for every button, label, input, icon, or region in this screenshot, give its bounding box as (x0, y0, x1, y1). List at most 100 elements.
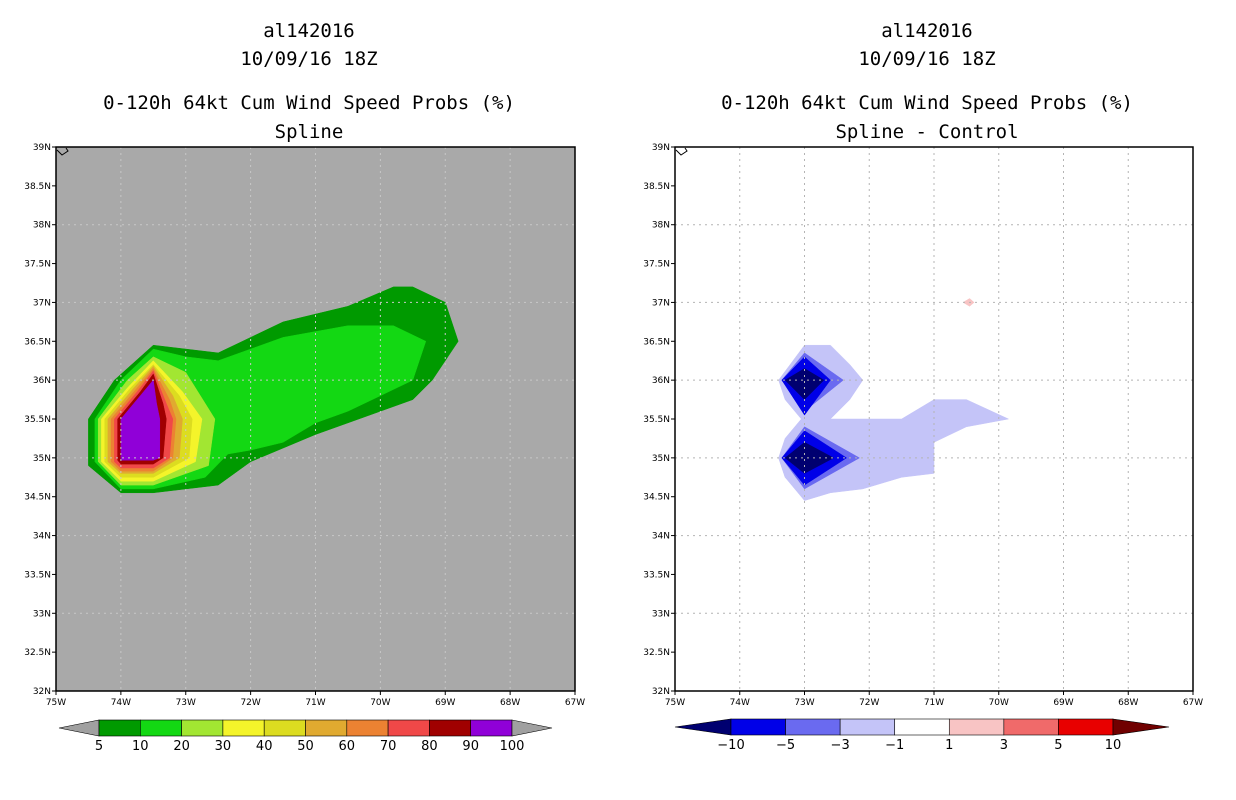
x-tick-label: 73W (176, 698, 196, 708)
y-tick-label: 35N (652, 454, 670, 464)
colorbar-label: 80 (421, 739, 438, 754)
colorbar: 5 10 20 30 40 50 60 70 80 90 100 (58, 719, 553, 754)
axis-layer: 75W 74W 73W 72W 71W 70W 69W 68W 67W 32N 32.5N 33N 33… (24, 143, 585, 708)
left-date-time: 10/09/16 18Z (240, 48, 378, 70)
colorbar-swatch (470, 719, 513, 737)
right-chart-title: 0-120h 64kt Cum Wind Speed Probs (%) (721, 92, 1133, 114)
colorbar-label: 60 (339, 739, 356, 754)
contour-layer (88, 286, 459, 494)
colorbar-swatch (98, 719, 141, 737)
colorbar-swatch (1058, 718, 1114, 736)
colorbar-swatch (305, 719, 348, 737)
x-tick-label: 70W (989, 698, 1009, 708)
left-map-panel: al142016 10/09/16 18Z 0-120h 64kt Cum Wi… (24, 20, 585, 754)
grid-layer (675, 147, 1193, 691)
colorbar-label: 30 (215, 739, 232, 754)
x-tick-label: 68W (500, 698, 520, 708)
y-tick-label: 35.5N (643, 415, 670, 425)
colorbar-swatch (785, 718, 841, 736)
y-tick-label: 33N (33, 609, 51, 619)
left-chart-subtitle: Spline (274, 121, 344, 143)
coastline (675, 147, 688, 156)
right-storm-id: al142016 (881, 20, 973, 42)
colorbar-label: 10 (1105, 738, 1122, 753)
contour-layer (778, 298, 1010, 501)
colorbar-label: 50 (297, 739, 314, 754)
y-tick-label: 33.5N (24, 570, 51, 580)
x-tick-label: 69W (435, 698, 455, 708)
x-tick-label: 75W (46, 698, 66, 708)
colorbar-label: −3 (831, 738, 850, 753)
colorbar-label: 100 (500, 739, 525, 754)
colorbar-label: 3 (1000, 738, 1008, 753)
y-tick-label: 38N (652, 221, 670, 231)
right-chart-subtitle: Spline - Control (835, 121, 1019, 143)
right-difference-map: 75W 74W 73W 72W 71W 70W 69W 68W 67W32N32.5N33N33… (643, 143, 1203, 753)
y-tick-label: 37.5N (24, 260, 51, 270)
x-tick-label: 71W (924, 698, 944, 708)
coastline (56, 147, 69, 156)
colorbar-swatch (839, 718, 896, 736)
y-tick-label: 39N (652, 143, 670, 153)
y-tick-label: 32N (652, 687, 670, 697)
x-tick-label: 71W (305, 698, 325, 708)
x-tick-label: 68W (1118, 698, 1138, 708)
colorbar-swatch (263, 719, 306, 737)
colorbar-swatch (1003, 718, 1059, 736)
y-tick-label: 35N (33, 454, 51, 464)
x-tick-label: 75W (665, 698, 685, 708)
y-tick-label: 32N (33, 687, 51, 697)
colorbar-label: 40 (256, 739, 273, 754)
y-tick-label: 33N (652, 609, 670, 619)
colorbar-label: −1 (885, 738, 904, 753)
axis-layer: 75W 74W 73W 72W 71W 70W 69W 68W 67W 32N 32.5N 33N 33… (643, 143, 1203, 708)
right-date-time: 10/09/16 18Z (858, 48, 996, 70)
y-tick-label: 34.5N (643, 493, 670, 503)
x-tick-label: 72W (859, 698, 879, 708)
colorbar-label: −5 (776, 738, 795, 753)
contour-band-minus-10 (784, 442, 835, 474)
x-tick-label: 69W (1053, 698, 1073, 708)
colorbar-arrow-high (1112, 718, 1170, 736)
colorbar-label: 10 (132, 739, 149, 754)
grid-layer (56, 147, 575, 691)
colorbar-label: 5 (95, 739, 103, 754)
y-tick-label: 34.5N (24, 493, 51, 503)
colorbar-arrow-low (58, 719, 100, 737)
y-tick-label: 38N (33, 221, 51, 231)
y-tick-label: 34N (652, 532, 670, 542)
y-tick-label: 35.5N (24, 415, 51, 425)
colorbar-label: 20 (173, 739, 190, 754)
colorbar-swatch (181, 719, 224, 737)
colorbar-swatch (387, 719, 430, 737)
y-tick-label: 36.5N (643, 337, 670, 347)
y-tick-label: 32.5N (24, 648, 51, 658)
colorbar: −10 −5 −3 −1 1 3 5 10 (674, 718, 1170, 753)
left-chart-title: 0-120h 64kt Cum Wind Speed Probs (%) (103, 92, 515, 114)
colorbar-label: −10 (717, 738, 744, 753)
colorbar-swatch (140, 719, 182, 737)
colorbar-swatch (894, 718, 950, 736)
colorbar-swatch (222, 719, 265, 737)
colorbar-label: 1 (945, 738, 953, 753)
colorbar-swatch (730, 718, 786, 736)
left-contour-map: 75W 74W 73W 72W 71W 70W 69W 68W 67W 32N 32.5N 33N 33… (24, 143, 585, 754)
y-tick-label: 32.5N (643, 648, 670, 658)
colorbar-swatch (948, 718, 1005, 736)
y-tick-label: 38.5N (24, 182, 51, 192)
colorbar-swatch (346, 719, 389, 737)
colorbar-arrow-low (674, 718, 732, 736)
colorbar-swatch (429, 719, 471, 737)
x-tick-label: 74W (730, 698, 750, 708)
y-tick-label: 38.5N (643, 182, 670, 192)
x-tick-label: 67W (1183, 698, 1203, 708)
colorbar-label: 5 (1054, 738, 1062, 753)
y-tick-label: 36.5N (24, 337, 51, 347)
colorbar-label: 90 (462, 739, 479, 754)
left-storm-id: al142016 (263, 20, 355, 42)
y-tick-label: 37.5N (643, 260, 670, 270)
y-tick-label: 34N (33, 532, 51, 542)
y-tick-label: 33.5N (643, 570, 670, 580)
y-tick-label: 37N (33, 298, 51, 308)
x-tick-label: 67W (565, 698, 585, 708)
